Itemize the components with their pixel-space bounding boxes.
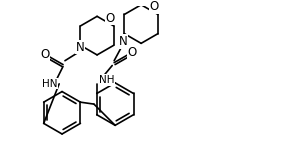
Text: NH: NH [99,75,114,85]
Text: O: O [128,47,137,59]
Text: O: O [150,0,159,13]
Text: O: O [40,48,49,61]
Text: N: N [76,41,85,54]
Text: HN: HN [42,79,57,89]
Text: N: N [119,35,127,48]
Text: O: O [106,12,115,25]
